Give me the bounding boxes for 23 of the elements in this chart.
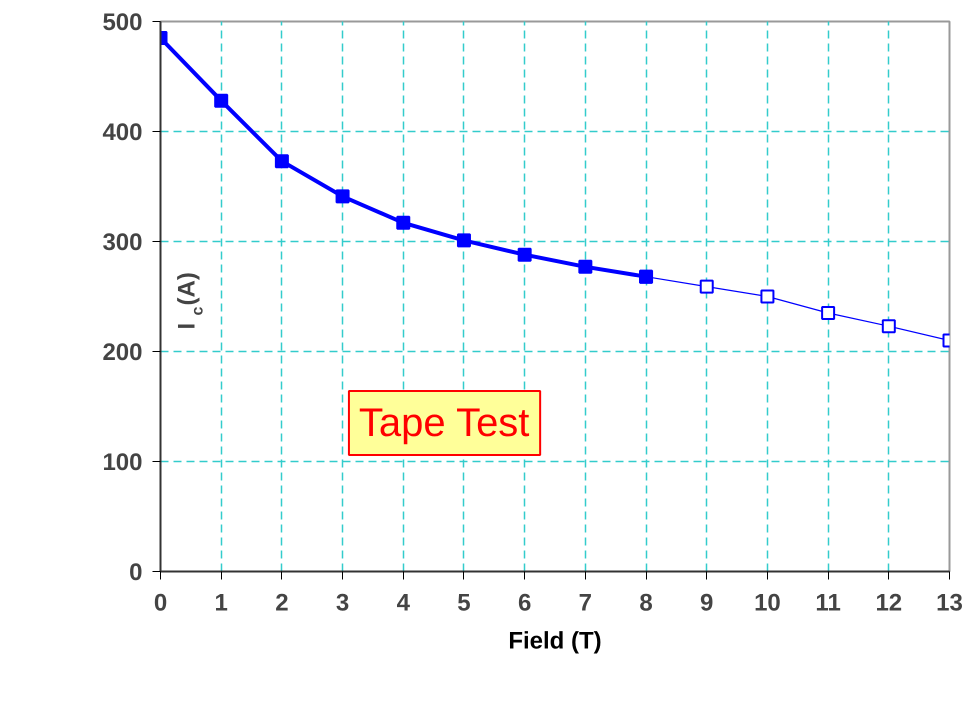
x-tick-label: 2 <box>275 590 289 616</box>
x-tick-label: 11 <box>815 590 841 616</box>
x-tick-label: 6 <box>518 590 532 616</box>
x-tick-label: 13 <box>936 590 963 616</box>
y-axis-title: Ic(A) <box>174 272 206 330</box>
x-tick-label: 4 <box>396 590 411 616</box>
y-tick-label: 500 <box>102 9 143 36</box>
x-tick-label: 3 <box>336 590 350 616</box>
x-tick-label: 1 <box>214 590 228 616</box>
y-tick-label: 100 <box>102 449 143 476</box>
x-tick-label: 9 <box>700 590 714 616</box>
y-tick-label: 200 <box>102 339 143 366</box>
y-tick-label: 300 <box>102 229 143 256</box>
annotation: Tape Test <box>358 401 530 445</box>
y-tick-label: 0 <box>129 559 143 586</box>
x-tick-label: 12 <box>875 590 902 616</box>
x-tick-label: 8 <box>639 590 653 616</box>
x-axis-title: Field (T) <box>508 628 602 654</box>
x-tick-label: 7 <box>578 590 592 616</box>
x-tick-label: 0 <box>154 590 168 616</box>
y-tick-label: 400 <box>102 119 143 146</box>
x-tick-label: 10 <box>754 590 781 616</box>
x-tick-label: 5 <box>457 590 471 616</box>
